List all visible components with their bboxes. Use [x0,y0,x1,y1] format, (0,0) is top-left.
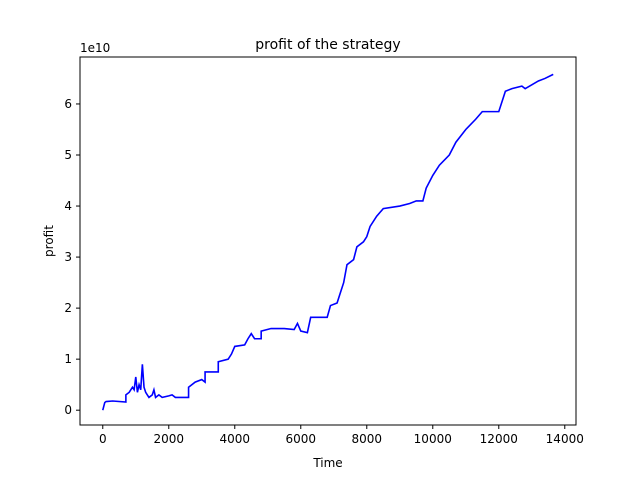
data-line [101,73,554,411]
y-tick-label: 1 [64,352,72,366]
y-axis-label: profit [42,225,56,257]
x-tick-label: 10000 [414,432,452,446]
x-tick-label: 6000 [286,432,317,446]
x-tick-label: 8000 [352,432,383,446]
x-tick-label: 0 [99,432,107,446]
x-tick-label: 4000 [219,432,250,446]
y-offset-label: 1e10 [80,41,110,55]
x-tick-label: 12000 [480,432,518,446]
chart-title: profit of the strategy [255,37,400,53]
y-tick-label: 6 [64,97,72,111]
y-tick-label: 5 [64,148,72,162]
plot-frame [79,56,577,426]
y-tick-label: 4 [64,199,72,213]
x-tick-label: 14000 [546,432,584,446]
x-axis-label: Time [312,456,342,470]
x-tick-label: 2000 [153,432,184,446]
y-tick-label: 2 [64,301,72,315]
y-tick-label: 3 [64,250,72,264]
y-tick-label: 0 [64,403,72,417]
